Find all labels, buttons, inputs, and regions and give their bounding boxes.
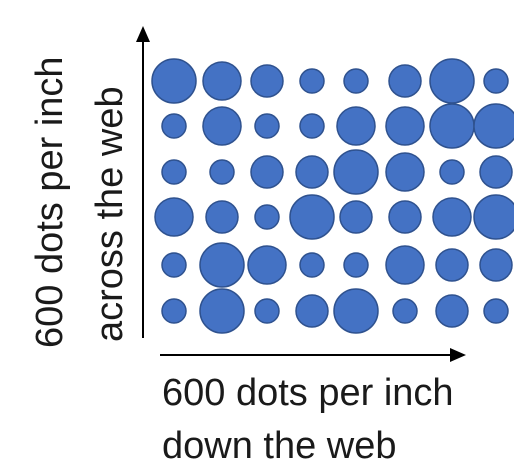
halftone-dot [295, 294, 329, 328]
halftone-dot [479, 155, 513, 189]
halftone-dot [388, 64, 422, 98]
halftone-dot [254, 204, 280, 230]
halftone-dot [336, 106, 376, 146]
halftone-dot [250, 64, 284, 98]
halftone-dot [161, 252, 187, 278]
halftone-dot [479, 248, 513, 282]
halftone-dot [435, 294, 469, 328]
halftone-dot [429, 58, 475, 104]
halftone-dot [295, 155, 329, 189]
halftone-dot [385, 152, 425, 192]
halftone-dot [161, 159, 187, 185]
halftone-dot [202, 106, 242, 146]
halftone-dot [199, 288, 245, 334]
halftone-dot [254, 113, 280, 139]
halftone-dot [151, 58, 197, 104]
vertical-label-line2: across the web [89, 86, 131, 342]
halftone-dot [299, 113, 325, 139]
halftone-dot [209, 159, 235, 185]
halftone-dot [161, 298, 187, 324]
horizontal-axis-arrowhead [450, 348, 466, 362]
vertical-axis [136, 26, 150, 338]
vertical-label-line1: 600 dots per inch [29, 56, 71, 348]
halftone-dot [333, 288, 379, 334]
halftone-dot [250, 155, 284, 189]
halftone-dot [473, 103, 514, 149]
halftone-dot [333, 149, 379, 195]
halftone-dot [154, 197, 194, 237]
dot-grid [151, 58, 514, 334]
halftone-dot [299, 252, 325, 278]
halftone-dot [205, 200, 239, 234]
halftone-dot [483, 68, 509, 94]
halftone-dot [343, 68, 369, 94]
halftone-dot [429, 103, 475, 149]
halftone-dot [299, 68, 325, 94]
halftone-dot [385, 106, 425, 146]
halftone-dot [339, 200, 373, 234]
halftone-dot [161, 113, 187, 139]
halftone-dot [432, 197, 472, 237]
halftone-dot [392, 298, 418, 324]
horizontal-label-line2: down the web [162, 425, 397, 467]
halftone-dot [247, 245, 287, 285]
halftone-dot [388, 200, 422, 234]
halftone-dot [289, 194, 335, 240]
horizontal-label-line1: 600 dots per inch [162, 372, 454, 414]
halftone-dot [483, 298, 509, 324]
halftone-dot [202, 61, 242, 101]
halftone-dot [435, 248, 469, 282]
horizontal-axis [160, 348, 466, 362]
halftone-dot [199, 242, 245, 288]
halftone-dot [385, 245, 425, 285]
halftone-dot [254, 298, 280, 324]
halftone-dot [473, 194, 514, 240]
halftone-dot [439, 159, 465, 185]
vertical-axis-arrowhead [136, 26, 150, 42]
halftone-dot [343, 252, 369, 278]
